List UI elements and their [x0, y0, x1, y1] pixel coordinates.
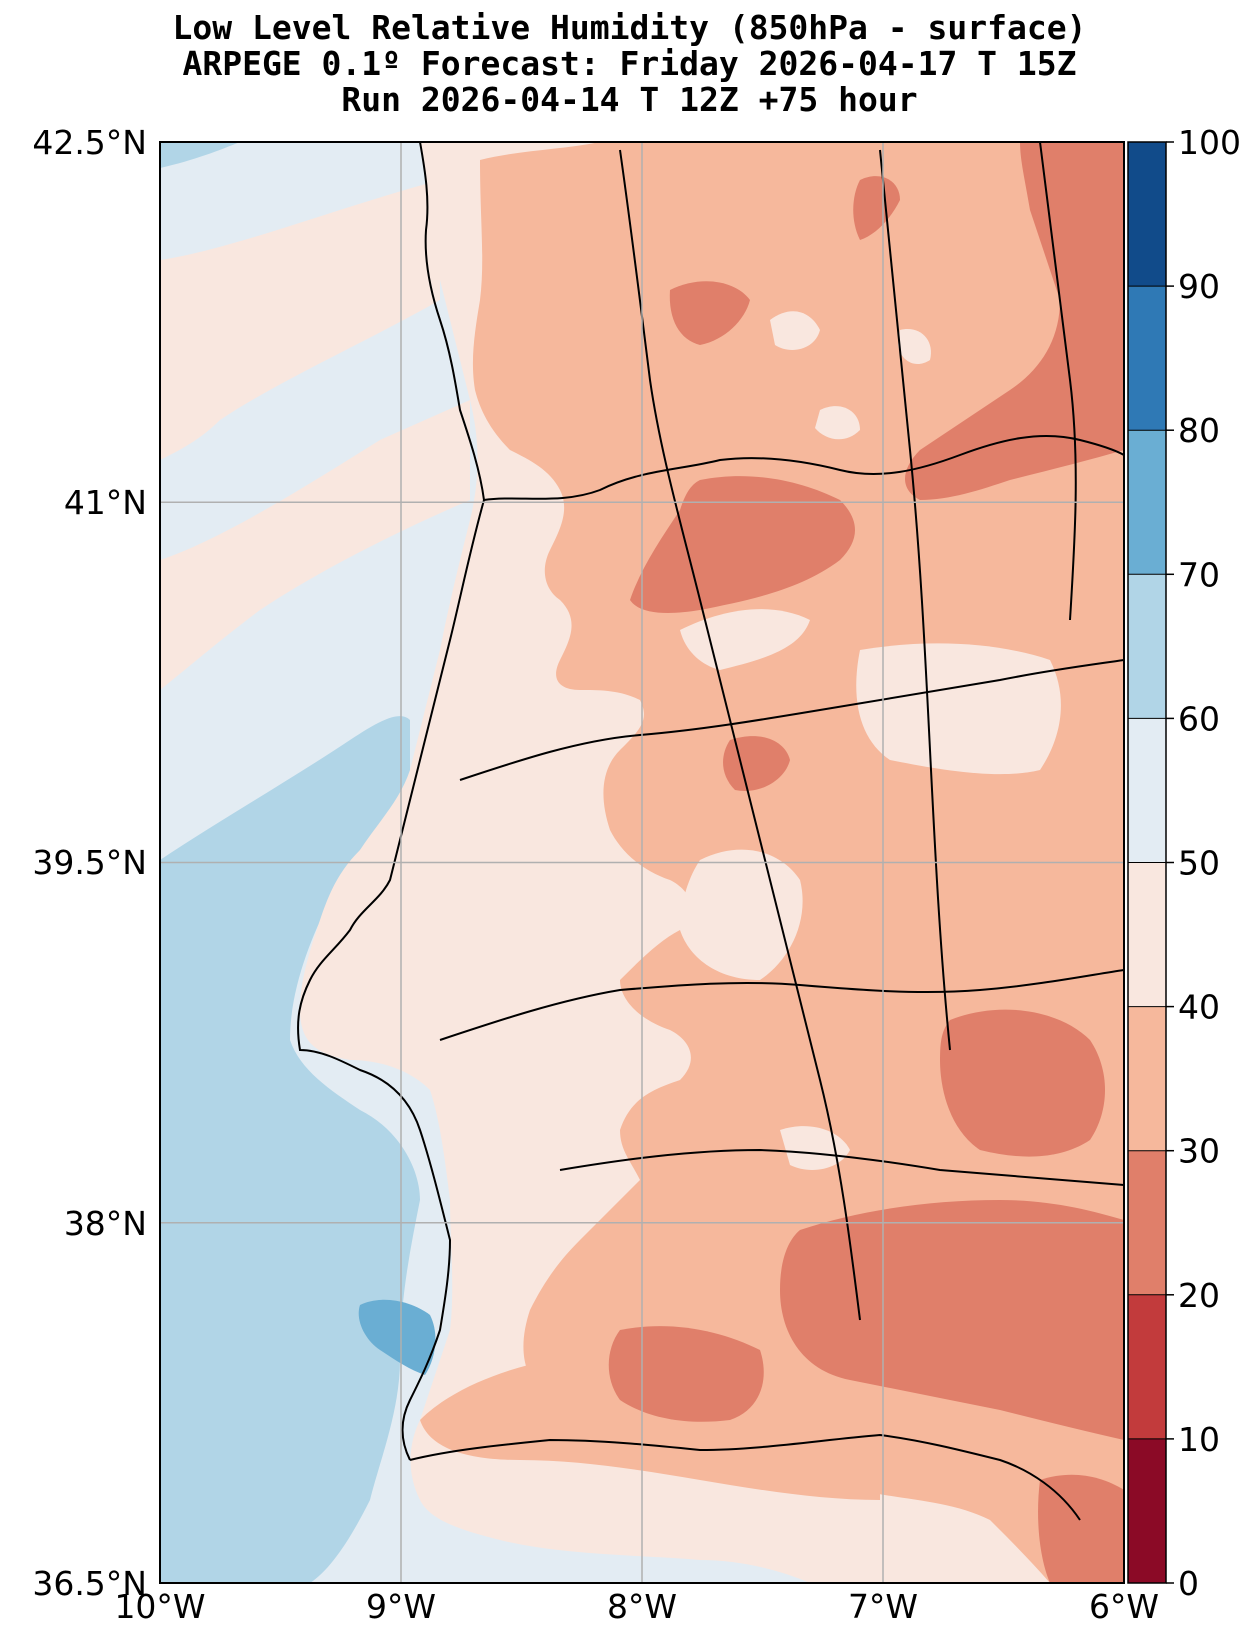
colorbar-label: 80 — [1178, 411, 1220, 450]
colorbar-label: 0 — [1178, 1564, 1199, 1603]
lon-label: 6°W — [1089, 1587, 1159, 1626]
field-20-30-e — [940, 1009, 1105, 1157]
field-40-50-island-1 — [770, 311, 820, 350]
border-meridional-2 — [879, 149, 951, 1051]
colorbar-label: 100 — [1178, 123, 1241, 162]
colorbar-segment — [1128, 1438, 1166, 1583]
field-40-50-island-3 — [815, 406, 860, 440]
lon-label: 7°W — [848, 1587, 918, 1626]
lon-label: 10°W — [114, 1587, 205, 1626]
south-coastline — [409, 1433, 1081, 1521]
lat-label: 42.5°N — [32, 123, 147, 162]
field-30-40-south — [420, 1350, 880, 1500]
field-40-50-island-5 — [856, 643, 1061, 775]
field-20-30-se — [780, 1200, 1124, 1440]
lat-label: 39.5°N — [32, 843, 147, 882]
field-60-70-corner — [160, 142, 240, 168]
west-coastline — [297, 142, 486, 1461]
field-40-50-island-4 — [680, 609, 810, 670]
map-frame — [159, 141, 1125, 1584]
border-central — [459, 659, 1124, 781]
colorbar-segment — [1128, 574, 1166, 719]
lon-label: 9°W — [366, 1587, 436, 1626]
border-algarve — [559, 1148, 1124, 1186]
coastline-borders — [297, 142, 1124, 1521]
border-meridional-1 — [619, 149, 861, 1321]
colorbar-segment — [1128, 862, 1166, 1007]
colorbar-segment — [1128, 286, 1166, 431]
field-40-50-ocean-band — [160, 180, 440, 460]
colorbar-label: 50 — [1178, 844, 1220, 883]
field-40-50-ocean-band-2 — [160, 400, 470, 690]
field-20-30-n2 — [669, 281, 750, 345]
field-20-30-sw — [608, 1326, 764, 1422]
colorbar-segment — [1128, 430, 1166, 575]
title-line-3: Run 2026-04-14 T 12Z +75 hour — [341, 80, 918, 119]
lat-label: 41°N — [64, 483, 147, 522]
colorbar-label: 90 — [1178, 267, 1220, 306]
field-20-30-ne — [905, 142, 1124, 500]
colorbar-ticks: 0 10 20 30 40 50 60 70 80 90 100 — [1128, 123, 1241, 1603]
latitude-labels: 42.5°N 41°N 39.5°N 38°N 36.5°N — [32, 123, 147, 1603]
field-40-50-island-2 — [898, 329, 931, 365]
lat-label: 36.5°N — [32, 1564, 147, 1603]
colorbar-label: 60 — [1178, 699, 1220, 738]
field-20-30-n1 — [853, 176, 900, 240]
colorbar-segments — [1128, 142, 1166, 1583]
lon-label: 8°W — [607, 1587, 677, 1626]
colorbar-label: 30 — [1178, 1132, 1220, 1171]
colorbar-segment — [1128, 142, 1166, 287]
colorbar-segment — [1128, 1294, 1166, 1439]
border-north — [483, 435, 1124, 501]
colorbar-segment — [1128, 718, 1166, 863]
field-20-30-center — [630, 476, 855, 613]
colorbar-segment — [1128, 1150, 1166, 1295]
map-title: Low Level Relative Humidity (850hPa - su… — [0, 10, 1259, 118]
field-20-30-patch — [723, 736, 790, 791]
field-60-70 — [160, 716, 420, 1583]
colorbar: 0 10 20 30 40 50 60 70 80 90 100 — [1127, 123, 1241, 1603]
field-70-80-patch — [358, 1299, 436, 1375]
colorbar-label: 70 — [1178, 555, 1220, 594]
field-20-30-corner — [1038, 1474, 1124, 1583]
lat-label: 38°N — [64, 1204, 147, 1243]
field-40-50-island-6 — [680, 849, 803, 980]
border-south-central — [439, 969, 1124, 1041]
colorbar-label: 20 — [1178, 1276, 1220, 1315]
colorbar-segment — [1128, 1006, 1166, 1151]
colorbar-label: 40 — [1178, 988, 1220, 1027]
title-line-1: Low Level Relative Humidity (850hPa - su… — [172, 8, 1087, 47]
longitude-labels: 10°W 9°W 8°W 7°W 6°W — [114, 1587, 1159, 1626]
title-line-2: ARPEGE 0.1º Forecast: Friday 2026-04-17 … — [182, 44, 1077, 83]
colorbar-label: 10 — [1178, 1420, 1220, 1459]
border-east — [1039, 142, 1077, 621]
